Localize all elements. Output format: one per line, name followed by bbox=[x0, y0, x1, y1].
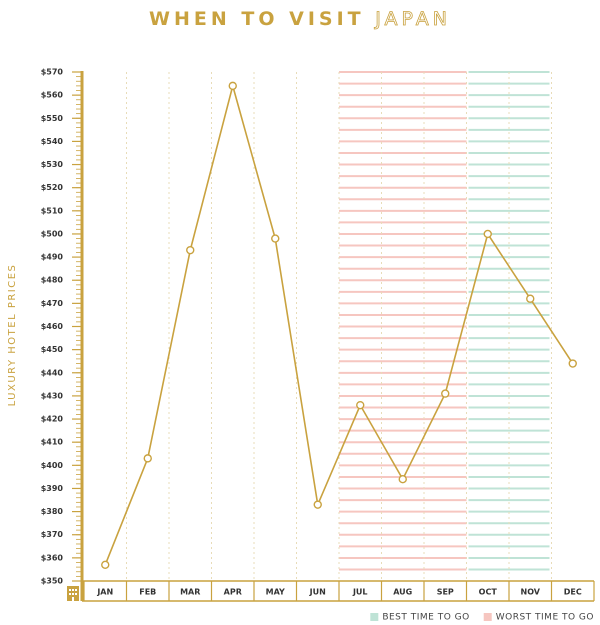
y-tick-label: $500 bbox=[41, 229, 64, 238]
y-tick-label: $570 bbox=[41, 68, 64, 77]
x-tick-label: SEP bbox=[437, 588, 454, 597]
data-point bbox=[483, 229, 492, 239]
y-tick-label: $440 bbox=[41, 368, 64, 377]
y-tick-label: $380 bbox=[41, 507, 64, 516]
y-tick-label: $390 bbox=[41, 484, 64, 493]
y-tick-label: $410 bbox=[41, 438, 64, 447]
data-point bbox=[313, 500, 322, 509]
highlight-bands bbox=[339, 71, 550, 571]
x-tick-label: MAY bbox=[266, 588, 285, 597]
title-main: WHEN TO VISIT bbox=[149, 8, 365, 30]
data-point bbox=[101, 560, 110, 570]
price-line bbox=[104, 82, 574, 566]
y-tick-label: $480 bbox=[41, 276, 64, 285]
legend-swatch bbox=[370, 613, 379, 621]
building-icon bbox=[67, 586, 79, 601]
data-point bbox=[271, 234, 280, 243]
y-tick-label: $350 bbox=[41, 577, 64, 586]
y-tick-label: $450 bbox=[41, 345, 64, 354]
x-tick-label: NOV bbox=[521, 588, 541, 597]
x-tick-label: MAR bbox=[180, 588, 200, 597]
data-point bbox=[143, 454, 152, 463]
data-point bbox=[186, 245, 195, 255]
y-tick-label: $460 bbox=[41, 322, 64, 331]
data-point bbox=[568, 359, 577, 368]
y-tick-label: $510 bbox=[41, 206, 64, 215]
y-tick-label: $400 bbox=[41, 461, 64, 470]
data-point bbox=[526, 294, 535, 303]
y-tick-label: $530 bbox=[41, 160, 64, 169]
data-point bbox=[398, 475, 407, 484]
data-point bbox=[356, 400, 365, 410]
y-tick-label: $360 bbox=[41, 553, 64, 562]
y-tick-label: $490 bbox=[41, 253, 64, 262]
x-tick-label: JAN bbox=[96, 588, 113, 597]
y-tick-label: $470 bbox=[41, 299, 64, 308]
x-tick-label: AUG bbox=[393, 588, 412, 597]
legend-label: WORST TIME TO GO bbox=[496, 613, 594, 623]
x-tick-label: FEB bbox=[139, 588, 156, 597]
x-tick-label: OCT bbox=[479, 588, 498, 597]
chart-title: WHEN TO VISIT JAPAN bbox=[149, 8, 451, 30]
legend-label: BEST TIME TO GO bbox=[382, 613, 469, 623]
y-tick-label: $560 bbox=[41, 91, 64, 100]
y-tick-label: $420 bbox=[41, 415, 64, 424]
highlight-band bbox=[468, 71, 550, 571]
data-point bbox=[441, 389, 450, 398]
x-tick-label: APR bbox=[224, 588, 242, 597]
y-axis-label: LUXURY HOTEL PRICES bbox=[7, 264, 18, 407]
legend-swatch bbox=[483, 613, 492, 621]
y-tick-label: $520 bbox=[41, 183, 64, 192]
highlight-band bbox=[339, 71, 467, 571]
y-tick-label: $430 bbox=[41, 391, 64, 400]
x-tick-label: JUN bbox=[309, 588, 326, 597]
y-tick-label: $370 bbox=[41, 530, 64, 539]
x-tick-label: JUL bbox=[352, 588, 368, 597]
title-accent: JAPAN bbox=[374, 8, 451, 30]
y-tick-label: $550 bbox=[41, 114, 64, 123]
data-point bbox=[228, 81, 237, 91]
x-tick-label: DEC bbox=[564, 588, 582, 597]
y-tick-label: $540 bbox=[41, 137, 64, 146]
